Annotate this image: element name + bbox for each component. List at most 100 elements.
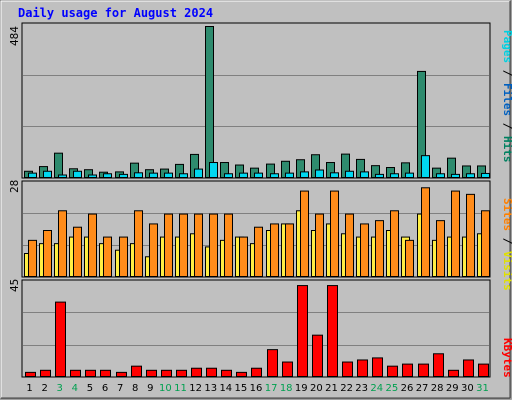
kbytes-bar: [70, 369, 81, 377]
day-label: 11: [174, 383, 187, 394]
kbytes-bar: [251, 367, 262, 378]
kbytes-bar: [131, 365, 142, 377]
kbytes-panel: [21, 279, 491, 378]
legend-entry: /: [501, 63, 512, 83]
sites-bar: [481, 210, 490, 278]
sites-bar: [405, 239, 414, 278]
day-label: 31: [476, 383, 489, 394]
sites-bar: [254, 226, 263, 277]
day-label: 5: [87, 383, 93, 394]
sites-bar: [300, 190, 309, 277]
legend-entry: Visits: [501, 251, 512, 291]
pages-bar: [119, 173, 128, 179]
sites-bar: [285, 223, 294, 278]
pages-bar: [270, 173, 279, 178]
day-label: 17: [265, 383, 278, 394]
pages-bar: [375, 173, 384, 179]
legend-entry: KBytes: [501, 338, 512, 378]
pages-bar: [300, 171, 309, 178]
sites-bar: [179, 213, 188, 277]
kbytes-bar: [478, 363, 489, 378]
sites-bar: [88, 213, 97, 277]
day-label: 6: [102, 383, 108, 394]
sites-bar: [270, 223, 279, 278]
kbytes-bar: [357, 359, 368, 378]
sites-bar: [466, 193, 475, 278]
kbytes-bar: [312, 334, 323, 377]
kbytes-bar: [267, 349, 278, 377]
legend-entry: /: [501, 116, 512, 136]
pages-bar: [58, 174, 67, 179]
sites-bar: [209, 213, 218, 277]
legend-entry: Files: [501, 83, 512, 116]
day-label: 8: [132, 383, 138, 394]
pages-bar: [28, 172, 37, 179]
sites-bar: [224, 213, 233, 277]
visits-ymax-label: 28: [8, 180, 21, 193]
sites-bar: [119, 236, 128, 277]
sites-bar: [315, 213, 324, 277]
hits-bar: [205, 26, 214, 178]
sites-bar: [375, 220, 384, 277]
pages-bar: [43, 170, 52, 178]
day-label: 16: [250, 383, 263, 394]
pages-bar: [73, 170, 82, 178]
day-label: 15: [235, 383, 248, 394]
pages-bar: [194, 168, 203, 178]
day-label: 21: [325, 383, 338, 394]
sites-bar: [421, 187, 430, 278]
pages-bar: [224, 173, 233, 178]
pages-bar: [436, 173, 445, 178]
day-label: 2: [41, 383, 47, 394]
day-labels: 1 2 3 4 5 6 7 8 9 10 11 12 13 14 15 16 17 18 19 20 21 22 23 24 2…: [26, 383, 488, 394]
pages-bar: [421, 155, 430, 179]
day-label: 3: [57, 383, 63, 394]
kbytes-bar: [282, 361, 293, 377]
day-label: 12: [189, 383, 202, 394]
pages-bar: [88, 174, 97, 179]
kbytes-bar: [40, 369, 51, 377]
sites-bar: [28, 239, 37, 278]
pages-bar: [390, 173, 399, 178]
kbytes-bar: [25, 371, 36, 378]
sites-bar: [194, 213, 203, 277]
sites-bar: [103, 236, 112, 277]
pages-bar: [315, 169, 324, 178]
day-label: 28: [431, 383, 444, 394]
kbytes-ymax-label: 45: [8, 279, 21, 292]
pages-bar: [209, 162, 218, 179]
sites-bar: [239, 236, 248, 277]
day-label: 26: [401, 383, 414, 394]
kbytes-bar: [100, 369, 111, 377]
day-label: 18: [280, 383, 293, 394]
pages-bar: [239, 172, 248, 179]
day-label: 19: [295, 383, 308, 394]
day-label: 4: [72, 383, 78, 394]
kbytes-bar: [342, 361, 353, 377]
kbytes-legend: KBytes: [501, 338, 512, 378]
sites-bar: [134, 210, 143, 278]
pages-bar: [345, 170, 354, 178]
sites-bar: [73, 226, 82, 277]
kbytes-bar: [146, 369, 157, 377]
sites-bar: [360, 223, 369, 278]
legend-entry: Sites: [501, 198, 512, 231]
pages-bar: [179, 173, 188, 178]
chart-title: Daily usage for August 2024: [18, 6, 213, 20]
day-label: 14: [219, 383, 232, 394]
hits-legend: Pages / Files / Hits: [501, 30, 512, 163]
pages-bar: [405, 172, 414, 179]
kbytes-bar: [176, 369, 187, 377]
kbytes-bar: [161, 369, 172, 377]
day-label: 1: [26, 383, 32, 394]
day-label: 9: [147, 383, 153, 394]
day-label: 10: [159, 383, 172, 394]
visits-legend: Sites / Visits: [501, 198, 512, 291]
day-label: 24: [370, 383, 383, 394]
kbytes-bar: [433, 353, 444, 377]
day-label: 23: [355, 383, 368, 394]
sites-bar: [164, 213, 173, 277]
sites-bar: [345, 213, 354, 277]
hits-bar: [54, 152, 63, 178]
pages-bar: [103, 173, 112, 178]
